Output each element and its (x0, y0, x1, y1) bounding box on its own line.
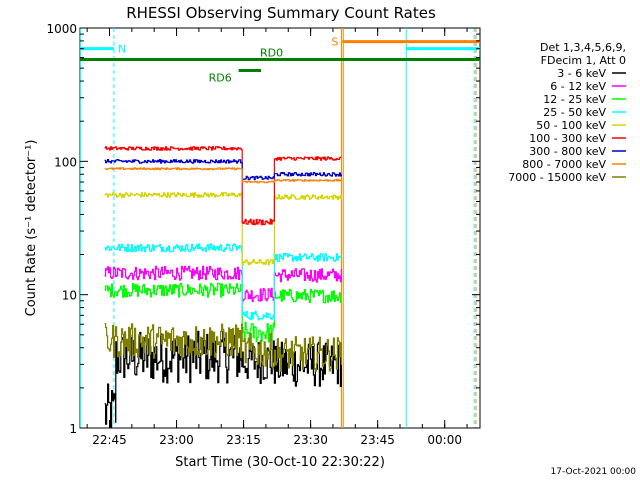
legend-label-3: 25 - 50 keV (543, 106, 606, 119)
legend-label-8: 7000 - 15000 keV (508, 171, 606, 184)
y-tick-label-2: 100 (54, 155, 77, 169)
legend-label-0: 3 - 6 keV (557, 67, 606, 80)
series-layer (104, 146, 342, 428)
x-axis-label: Start Time (30-Oct-10 22:30:22) (175, 455, 385, 470)
chart-title: RHESSI Observing Summary Count Rates (126, 4, 436, 22)
series-line-8 (104, 323, 342, 372)
flag-label-s: S (331, 36, 338, 49)
series-line-1 (104, 265, 342, 302)
legend-label-7: 800 - 7000 keV (522, 158, 606, 171)
y-tick-label-3: 1000 (46, 22, 77, 36)
flag-bars: N S RD0 RD6 (80, 36, 480, 85)
footer-timestamp: 17-Oct-2021 00:00 (551, 467, 637, 477)
y-tick-label-1: 10 (62, 289, 77, 303)
flag-label-n: N (118, 43, 126, 56)
series-line-3 (104, 243, 342, 321)
legend-label-4: 50 - 100 keV (536, 119, 606, 132)
legend-header-1: FDecim 1, Att 0 (541, 54, 626, 67)
y-axis-label: Count Rate (s⁻¹ detector⁻¹) (24, 140, 39, 317)
legend-label-5: 100 - 300 keV (529, 132, 606, 145)
legend-label-6: 300 - 800 keV (529, 145, 606, 158)
series-line-2 (104, 282, 342, 343)
y-axis: 1 10 100 1000 (46, 22, 480, 436)
y-tick-label-0: 1 (69, 422, 77, 436)
x-tick-label-4: 23:45 (360, 433, 395, 447)
x-tick-label-3: 23:30 (293, 433, 328, 447)
x-tick-label-2: 23:15 (226, 433, 261, 447)
x-axis: 22:45 23:00 23:15 23:30 23:45 00:00 (86, 28, 468, 447)
x-tick-label-1: 23:00 (159, 433, 194, 447)
series-line-7 (104, 167, 342, 184)
series-line-6 (104, 159, 342, 181)
x-tick-label-5: 00:00 (427, 433, 462, 447)
legend-label-2: 12 - 25 keV (543, 93, 606, 106)
vertical-markers (79, 28, 477, 428)
x-tick-label-0: 22:45 (92, 433, 127, 447)
legend: Det 1,3,4,5,6,9,FDecim 1, Att 03 - 6 keV… (508, 41, 626, 184)
flag-label-rd0: RD0 (260, 47, 283, 60)
legend-label-1: 6 - 12 keV (550, 80, 606, 93)
series-line-5 (104, 146, 342, 226)
flag-label-rd6: RD6 (209, 72, 232, 85)
series-line-4 (104, 192, 342, 266)
legend-header-0: Det 1,3,4,5,6,9, (540, 41, 626, 54)
